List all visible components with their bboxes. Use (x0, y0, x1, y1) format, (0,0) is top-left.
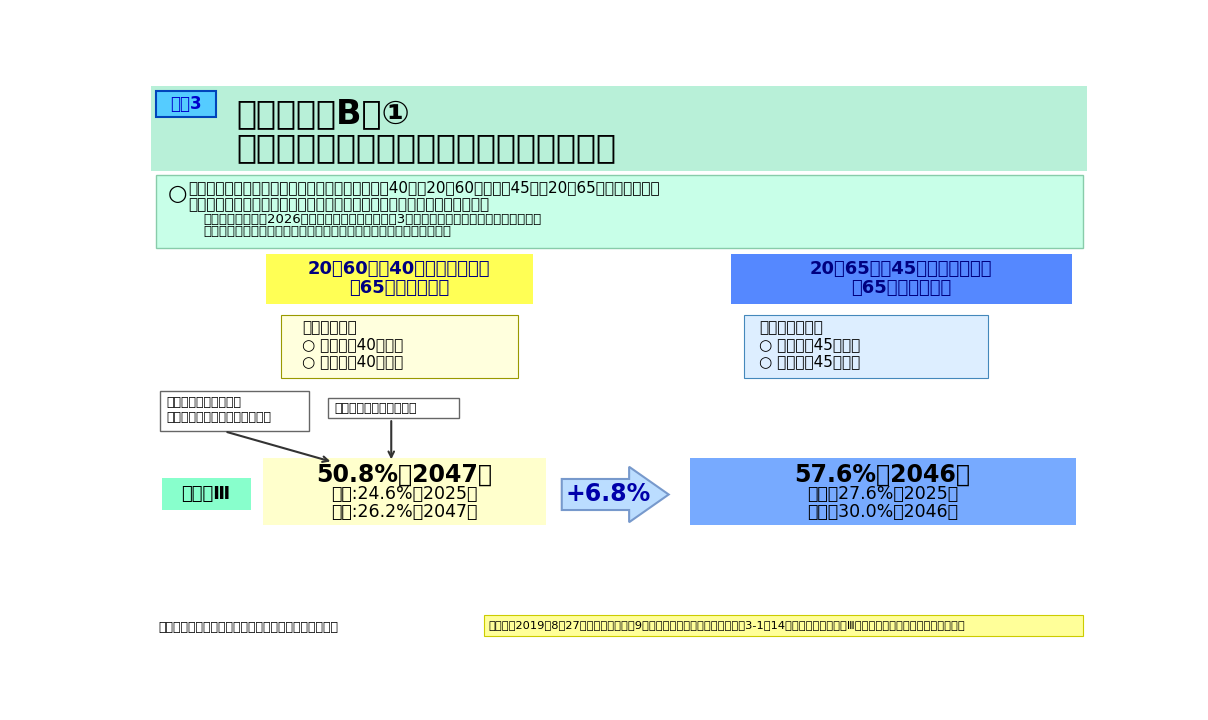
Text: （65歳受給開始）: （65歳受給開始） (349, 279, 449, 297)
Text: 図表3: 図表3 (170, 95, 202, 113)
Text: ○ 基礎年金40年拠出: ○ 基礎年金40年拠出 (302, 337, 403, 352)
FancyBboxPatch shape (156, 91, 216, 117)
Text: 基礎年金の保険料拠出期間を延長した場合: 基礎年金の保険料拠出期間を延長した場合 (237, 132, 616, 164)
Text: 拠出期間の延長: 拠出期間の延長 (760, 320, 823, 335)
FancyBboxPatch shape (151, 86, 1087, 171)
Text: ・スライド調整率は、現行の仕組みの場合と同じものを用いている。: ・スライド調整率は、現行の仕組みの場合と同じものを用いている。 (204, 225, 452, 238)
Text: 57.6%（2046）: 57.6%（2046） (795, 462, 970, 487)
Text: ○ 厚生年金40年拠出: ○ 厚生年金40年拠出 (302, 354, 403, 369)
Text: 納付年数が伸びた分に合わせて基礎年金が増額する仕組みに変更した場合: 納付年数が伸びた分に合わせて基礎年金が増額する仕組みに変更した場合 (188, 197, 489, 212)
Text: （65歳受給開始）: （65歳受給開始） (852, 279, 952, 297)
Text: 注：人口の前提は、中位推計（出生中位、死亡中位）: 注：人口の前提は、中位推計（出生中位、死亡中位） (158, 621, 338, 634)
FancyBboxPatch shape (161, 391, 309, 431)
Text: 比例：27.6%（2025）: 比例：27.6%（2025） (807, 485, 958, 503)
Text: 【出典】2019年8月27日に開催された第9回社会保障審議会年金部会『資料3-1』14頁。筆者が〈ケースⅢ〉のみを取り出し、一部加工する。: 【出典】2019年8月27日に開催された第9回社会保障審議会年金部会『資料3-1… (488, 621, 965, 631)
FancyBboxPatch shape (690, 457, 1075, 526)
FancyBboxPatch shape (281, 315, 517, 378)
Text: ・試算の便宜上、2026年度より納付年数の上限を3年毎に１年延長した場合として試算。: ・試算の便宜上、2026年度より納付年数の上限を3年毎に１年延長した場合として試… (204, 213, 542, 226)
FancyBboxPatch shape (731, 254, 1071, 305)
FancyBboxPatch shape (744, 315, 988, 378)
Text: 50.8%（2047）: 50.8%（2047） (316, 462, 493, 487)
FancyBboxPatch shape (266, 254, 533, 305)
Text: ○ 基礎年金45年拠出: ○ 基礎年金45年拠出 (760, 337, 860, 352)
Text: ケースⅢ: ケースⅢ (181, 485, 231, 503)
Text: 比例:24.6%（2025）: 比例:24.6%（2025） (331, 485, 477, 503)
Text: ○: ○ (168, 184, 187, 204)
FancyBboxPatch shape (156, 175, 1082, 248)
Polygon shape (562, 467, 669, 522)
FancyBboxPatch shape (484, 616, 1082, 636)
Text: 現行の仕組み: 現行の仕組み (302, 320, 356, 335)
FancyBboxPatch shape (151, 615, 1087, 641)
Text: 基礎：30.0%（2046）: 基礎：30.0%（2046） (807, 503, 958, 521)
Text: 給付水準調整終了後の: 給付水準調整終了後の (167, 395, 242, 408)
Text: 標準的な厚生年金の所得代替率: 標準的な厚生年金の所得代替率 (167, 411, 272, 424)
Text: オプションB－①: オプションB－① (237, 97, 410, 130)
Text: 基礎年金給付算定の時の納付年数の上限を現在の40年（20～60歳）から45年（20～65歳）に延長し、: 基礎年金給付算定の時の納付年数の上限を現在の40年（20～60歳）から45年（2… (188, 181, 660, 196)
Text: 給付水準調整の終了年度: 給付水準調整の終了年度 (333, 402, 417, 415)
Text: 20～65歳（45年）拠出モデル: 20～65歳（45年）拠出モデル (809, 260, 993, 278)
Text: +6.8%: +6.8% (565, 482, 650, 506)
Text: 20～60歳（40年）拠出モデル: 20～60歳（40年）拠出モデル (308, 260, 490, 278)
FancyBboxPatch shape (162, 477, 251, 510)
Text: ○ 厚生年金45年拠出: ○ 厚生年金45年拠出 (760, 354, 860, 369)
Text: 基礎:26.2%（2047）: 基礎:26.2%（2047） (331, 503, 477, 521)
FancyBboxPatch shape (327, 398, 459, 418)
FancyBboxPatch shape (263, 457, 546, 526)
